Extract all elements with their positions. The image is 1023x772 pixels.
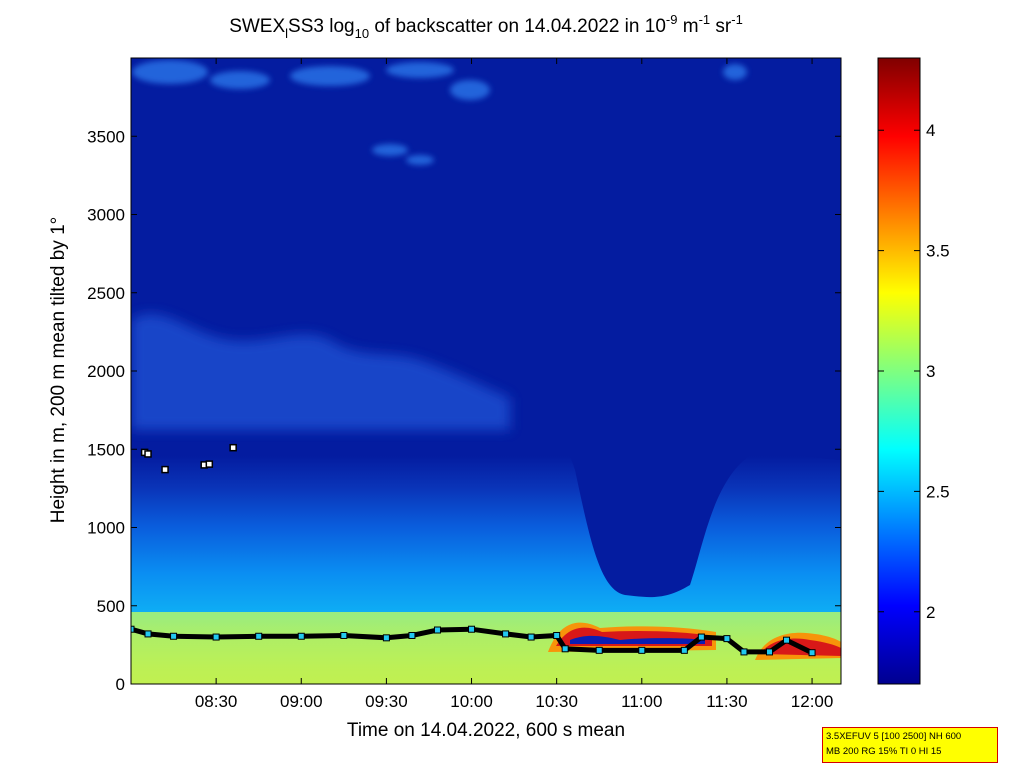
mixing-layer-marker (408, 631, 416, 639)
cloud-base-marker (144, 450, 152, 458)
x-tick-label: 12:00 (791, 692, 834, 711)
mixing-layer-marker (638, 646, 646, 654)
upper-aerosol-patch (131, 313, 510, 430)
mixing-layer-markers (131, 625, 816, 657)
colorbar-tick-label: 3.5 (926, 242, 950, 261)
mixing-layer-marker (131, 625, 135, 633)
x-axis-label: Time on 14.04.2022, 600 s mean (347, 720, 625, 741)
y-tick-label: 0 (116, 675, 125, 694)
mixing-layer-marker (595, 646, 603, 654)
y-tick-label: 3000 (87, 206, 125, 225)
x-tick-label: 10:30 (535, 692, 578, 711)
colorbar-tick-label: 3 (926, 362, 935, 381)
cloud-signal-region (548, 622, 841, 660)
info-line-2: MB 200 RG 15% TI 0 HI 15 (826, 746, 942, 757)
mixing-layer-marker (808, 649, 816, 657)
mixing-layer-marker (740, 648, 748, 656)
surface-layer (131, 612, 841, 684)
y-tick-label: 2000 (87, 362, 125, 381)
boundary-layer-region (131, 367, 841, 684)
x-tick-label: 09:00 (280, 692, 323, 711)
mixing-layer-marker (468, 625, 476, 633)
colorbar-scale (877, 57, 921, 685)
y-tick-label: 500 (97, 597, 125, 616)
cloud-base-marker (161, 465, 169, 474)
y-tick-label: 1000 (87, 519, 125, 538)
colorbar-tick-label: 2 (926, 603, 935, 622)
x-tick-label: 08:30 (195, 692, 238, 711)
mixing-layer-marker (765, 648, 773, 656)
mixing-layer-marker (382, 634, 390, 642)
info-line-1: 3.5XEFUV 5 [100 2500] NH 600 (826, 731, 962, 742)
cloud-base-marker (205, 460, 214, 468)
mixing-layer-marker (783, 636, 791, 644)
mixing-layer-marker (680, 646, 688, 654)
x-tick-label: 09:30 (365, 692, 408, 711)
mixing-layer-marker (697, 633, 705, 641)
colorbar-ticks: 2 2.5 3 3.5 4 (878, 121, 950, 622)
colorbar-tick-label: 4 (926, 121, 935, 140)
mixing-layer-marker (340, 631, 348, 639)
mixing-layer-marker (255, 632, 263, 640)
mixing-layer-marker (561, 645, 569, 653)
x-tick-label: 11:30 (706, 692, 747, 711)
cloud-base-marker (229, 443, 237, 452)
settings-info-box: 3.5XEFUV 5 [100 2500] NH 600 MB 200 RG 1… (822, 727, 998, 763)
x-tick-label: 10:00 (450, 692, 493, 711)
y-tick-label: 3500 (87, 127, 125, 146)
mixing-layer-marker (170, 632, 178, 640)
upper-cloud-patches (132, 60, 747, 165)
y-axis: 0 500 1000 1500 2000 2500 3000 3500 (87, 127, 841, 694)
colorbar-tick-label: 2.5 (926, 482, 950, 501)
y-axis-label: Height in m, 200 m mean tilted by 1° (48, 217, 69, 523)
mixing-layer-marker (553, 631, 561, 639)
mixing-layer-marker (212, 633, 220, 641)
mixing-layer-marker (144, 630, 152, 638)
mixing-layer-marker (502, 630, 510, 638)
y-tick-label: 1500 (87, 440, 125, 459)
colorbar: 2 2.5 3 3.5 4 (877, 57, 950, 685)
cloud-base-markers (140, 443, 237, 474)
mixing-layer-marker (433, 626, 441, 634)
y-tick-label: 2500 (87, 284, 125, 303)
mixing-layer-marker (297, 632, 305, 640)
mixing-layer-marker (527, 633, 535, 641)
chart-title: SWEXlSS3 log10 of backscatter on 14.04.2… (229, 12, 743, 41)
plot-area (131, 58, 841, 684)
mixing-layer-marker (723, 635, 731, 643)
x-tick-label: 11:00 (621, 692, 662, 711)
x-axis: 08:30 09:00 09:30 10:00 10:30 11:00 11:30 12:00 (195, 58, 833, 711)
